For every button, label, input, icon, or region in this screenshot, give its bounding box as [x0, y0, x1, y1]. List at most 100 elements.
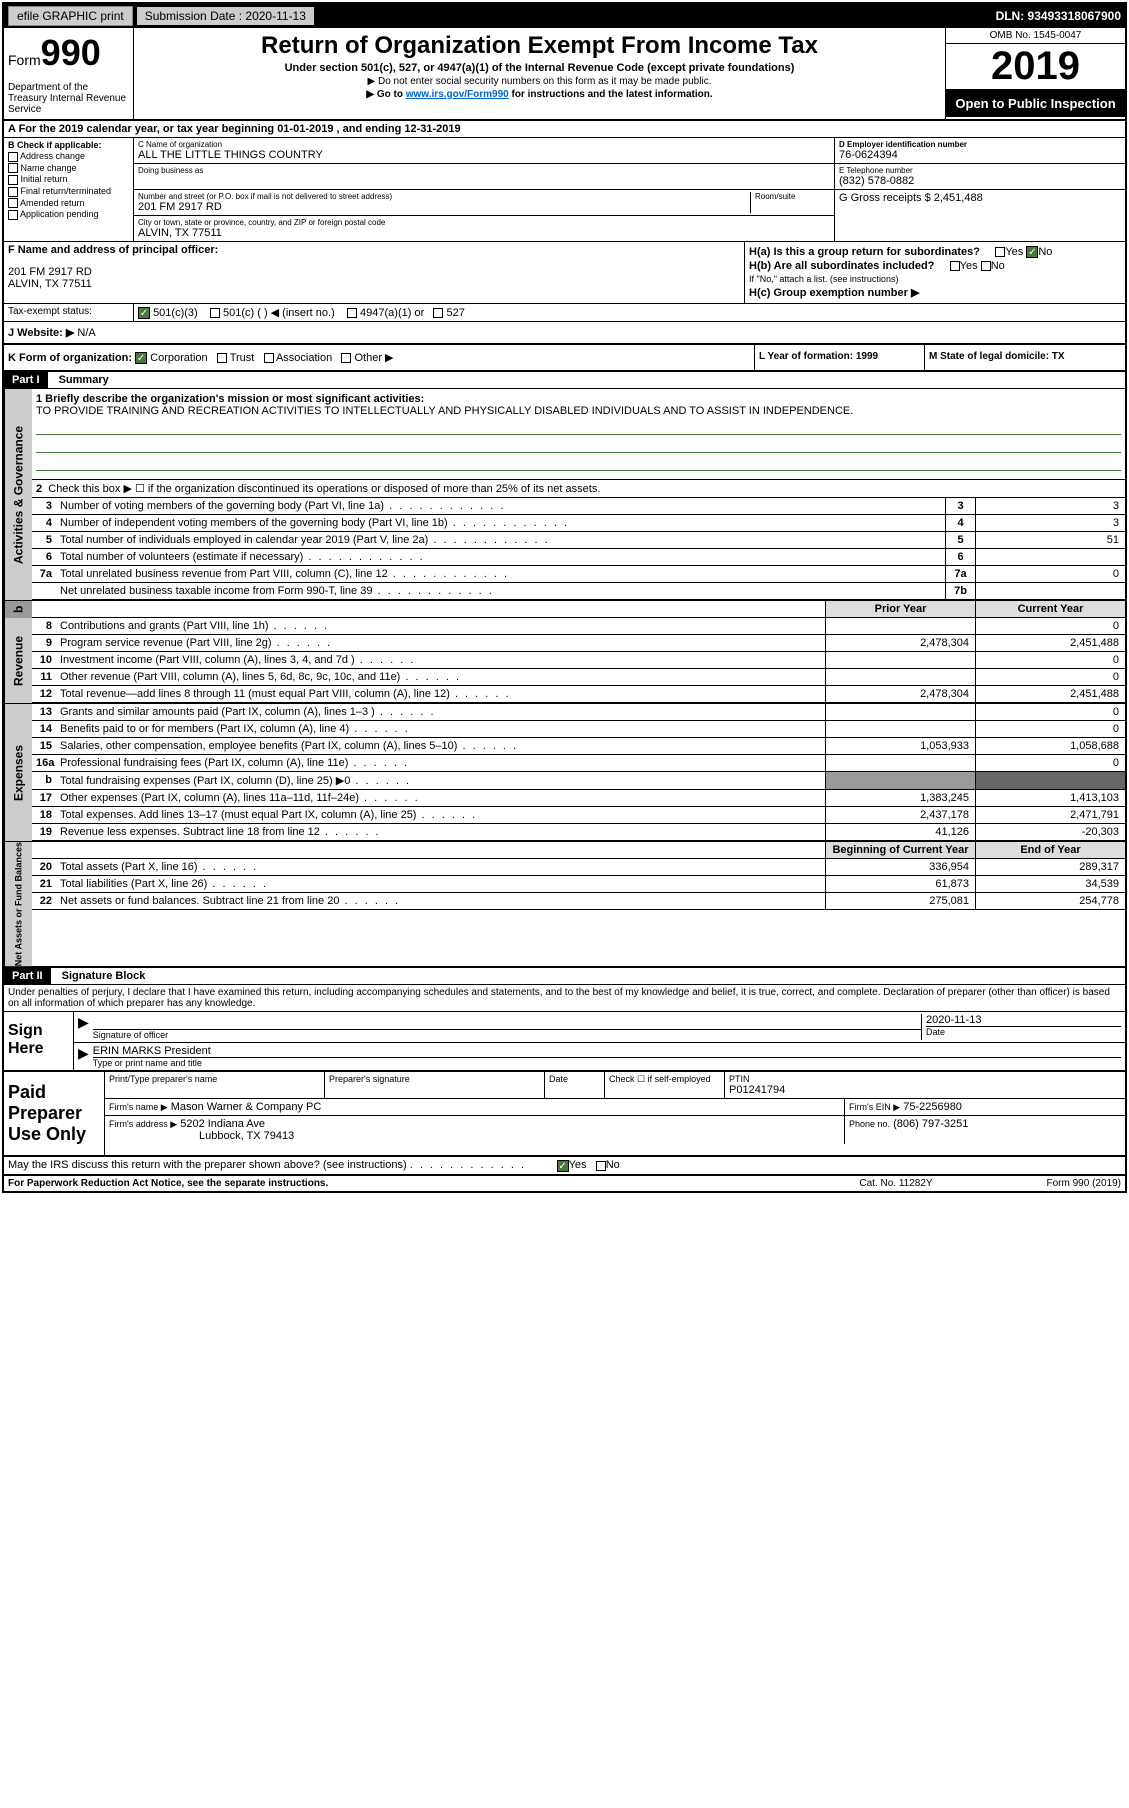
- tab-netassets: Net Assets or Fund Balances: [4, 842, 32, 966]
- checkbox-initial[interactable]: [8, 175, 18, 185]
- data-row: 14Benefits paid to or for members (Part …: [32, 721, 1125, 738]
- city-label: City or town, state or province, country…: [138, 218, 830, 227]
- firm-addr2: Lubbock, TX 79413: [199, 1130, 294, 1142]
- ha-label: H(a) Is this a group return for subordin…: [749, 246, 980, 258]
- tab-b: b: [4, 601, 32, 618]
- type-name-label: Type or print name and title: [93, 1057, 1121, 1068]
- firm-ein: 75-2256980: [903, 1101, 962, 1113]
- checkbox-addr-change[interactable]: [8, 152, 18, 162]
- data-row: 22Net assets or fund balances. Subtract …: [32, 893, 1125, 910]
- tab-revenue: Revenue: [4, 618, 32, 703]
- state-domicile: M State of legal domicile: TX: [925, 345, 1125, 370]
- part1-title: Summary: [51, 372, 117, 388]
- ptin: P01241794: [729, 1084, 1121, 1096]
- chk-4947[interactable]: [347, 308, 357, 318]
- data-row: 18Total expenses. Add lines 13–17 (must …: [32, 807, 1125, 824]
- col-begin: Beginning of Current Year: [825, 842, 975, 858]
- form-label: Form: [8, 52, 41, 68]
- note-goto-pre: ▶ Go to: [366, 89, 405, 100]
- officer-addr2: ALVIN, TX 77511: [8, 278, 740, 290]
- arrow-icon: ▶: [78, 1014, 89, 1040]
- chk-501c3[interactable]: ✓: [138, 307, 150, 319]
- chk-527[interactable]: [433, 308, 443, 318]
- irs-link[interactable]: www.irs.gov/Form990: [406, 89, 509, 100]
- data-row: 5Total number of individuals employed in…: [32, 532, 1125, 549]
- k-org-row: K Form of organization: ✓ Corporation Tr…: [4, 345, 1125, 372]
- website-value: N/A: [77, 327, 95, 339]
- mission-text: TO PROVIDE TRAINING AND RECREATION ACTIV…: [36, 405, 1121, 417]
- line1-label: 1 Briefly describe the organization's mi…: [36, 393, 1121, 405]
- tel-label: E Telephone number: [839, 166, 1121, 175]
- officer-h-grid: F Name and address of principal officer:…: [4, 242, 1125, 304]
- tax-status-row: Tax-exempt status: ✓ 501(c)(3) 501(c) ( …: [4, 304, 1125, 322]
- data-row: 13Grants and similar amounts paid (Part …: [32, 704, 1125, 721]
- firm-name: Mason Warner & Company PC: [171, 1101, 322, 1113]
- dln: DLN: 93493318067900: [996, 9, 1121, 23]
- data-row: 11Other revenue (Part VIII, column (A), …: [32, 669, 1125, 686]
- org-name: ALL THE LITTLE THINGS COUNTRY: [138, 149, 830, 161]
- tab-activities: Activities & Governance: [4, 389, 32, 600]
- data-row: 17Other expenses (Part IX, column (A), l…: [32, 790, 1125, 807]
- data-row: 15Salaries, other compensation, employee…: [32, 738, 1125, 755]
- dba-label: Doing business as: [138, 166, 830, 175]
- open-public: Open to Public Inspection: [946, 90, 1125, 117]
- firm-addr1: 5202 Indiana Ave: [180, 1118, 265, 1130]
- hb-yes[interactable]: [950, 261, 960, 271]
- chk-corp[interactable]: ✓: [135, 352, 147, 364]
- data-row: 6Total number of volunteers (estimate if…: [32, 549, 1125, 566]
- efile-button[interactable]: efile GRAPHIC print: [8, 6, 133, 26]
- checkbox-amended[interactable]: [8, 198, 18, 208]
- note-goto-post: for instructions and the latest informat…: [509, 89, 713, 100]
- checkbox-app-pending[interactable]: [8, 210, 18, 220]
- data-row: 7aTotal unrelated business revenue from …: [32, 566, 1125, 583]
- period-row: A For the 2019 calendar year, or tax yea…: [4, 121, 1125, 138]
- col-current: Current Year: [975, 601, 1125, 617]
- section-b-label: B Check if applicable:: [8, 140, 129, 150]
- hb-note: If "No," attach a list. (see instruction…: [749, 274, 1121, 284]
- discuss-label: May the IRS discuss this return with the…: [8, 1159, 407, 1171]
- data-row: 4Number of independent voting members of…: [32, 515, 1125, 532]
- form-number: 990: [41, 32, 101, 73]
- part2-header: Part II: [4, 968, 51, 984]
- hc-label: H(c) Group exemption number ▶: [749, 286, 1121, 299]
- officer-name: ERIN MARKS President: [93, 1045, 1121, 1057]
- telephone: (832) 578-0882: [839, 175, 1121, 187]
- chk-other[interactable]: [341, 353, 351, 363]
- form-header: Form990 Department of the Treasury Inter…: [4, 28, 1125, 121]
- checkbox-final[interactable]: [8, 187, 18, 197]
- officer-addr1: 201 FM 2917 RD: [8, 266, 740, 278]
- data-row: 19Revenue less expenses. Subtract line 1…: [32, 824, 1125, 841]
- data-row: 12Total revenue—add lines 8 through 11 (…: [32, 686, 1125, 703]
- omb-number: OMB No. 1545-0047: [946, 28, 1125, 44]
- discuss-yes[interactable]: ✓: [557, 1160, 569, 1172]
- ha-no[interactable]: ✓: [1026, 246, 1038, 258]
- col-prior: Prior Year: [825, 601, 975, 617]
- top-bar: efile GRAPHIC print Submission Date : 20…: [4, 4, 1125, 28]
- checkbox-name-change[interactable]: [8, 163, 18, 173]
- org-city: ALVIN, TX 77511: [138, 227, 830, 239]
- sig-date: 2020-11-13: [926, 1014, 1121, 1026]
- form-title: Return of Organization Exempt From Incom…: [138, 32, 941, 60]
- chk-trust[interactable]: [217, 353, 227, 363]
- tax-status-label: Tax-exempt status:: [4, 304, 134, 321]
- ha-yes[interactable]: [995, 247, 1005, 257]
- discuss-no[interactable]: [596, 1161, 606, 1171]
- chk-501c[interactable]: [210, 308, 220, 318]
- ein: 76-0624394: [839, 149, 1121, 161]
- year-formation: L Year of formation: 1999: [755, 345, 925, 370]
- paid-preparer-label: Paid Preparer Use Only: [4, 1072, 104, 1155]
- data-row: 10Investment income (Part VIII, column (…: [32, 652, 1125, 669]
- hb-label: H(b) Are all subordinates included?: [749, 260, 934, 272]
- hb-no[interactable]: [981, 261, 991, 271]
- org-address: 201 FM 2917 RD: [138, 201, 750, 213]
- tax-year: 2019: [946, 44, 1125, 90]
- footer-paperwork: For Paperwork Reduction Act Notice, see …: [8, 1178, 821, 1189]
- col-end: End of Year: [975, 842, 1125, 858]
- firm-phone: (806) 797-3251: [893, 1118, 968, 1130]
- org-name-label: C Name of organization: [138, 140, 830, 149]
- data-row: Net unrelated business taxable income fr…: [32, 583, 1125, 600]
- part2-title: Signature Block: [54, 968, 154, 984]
- part1-header: Part I: [4, 372, 48, 388]
- chk-assoc[interactable]: [264, 353, 274, 363]
- arrow-icon: ▶: [78, 1045, 89, 1068]
